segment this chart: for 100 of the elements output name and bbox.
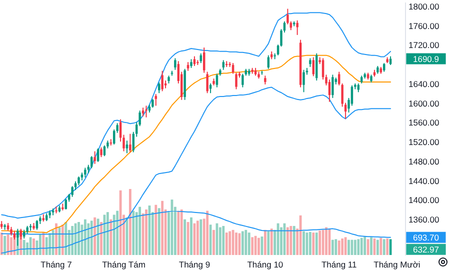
candlestick bbox=[36, 220, 38, 230]
candlestick bbox=[100, 146, 102, 158]
bar bbox=[4, 236, 6, 255]
bar bbox=[290, 226, 292, 255]
bar bbox=[251, 237, 254, 255]
candlestick bbox=[84, 167, 86, 178]
bar bbox=[145, 209, 148, 255]
bar bbox=[364, 236, 366, 255]
bar bbox=[48, 233, 52, 255]
bar bbox=[45, 237, 48, 255]
bar bbox=[116, 210, 119, 255]
bar bbox=[267, 231, 270, 255]
bar bbox=[341, 238, 344, 255]
bar bbox=[386, 238, 389, 255]
candlestick bbox=[206, 71, 208, 94]
bar bbox=[331, 240, 334, 255]
bar bbox=[206, 210, 209, 255]
bar bbox=[154, 204, 158, 255]
bar bbox=[196, 220, 199, 255]
bar bbox=[258, 238, 260, 255]
bar bbox=[61, 224, 64, 255]
bar bbox=[376, 240, 379, 255]
bar bbox=[112, 214, 116, 255]
bar bbox=[158, 208, 160, 255]
bar bbox=[212, 230, 215, 255]
bar bbox=[228, 231, 232, 255]
bar bbox=[241, 231, 244, 255]
bar bbox=[32, 238, 35, 255]
bar bbox=[348, 240, 350, 255]
y-tick-label: 1760.00 bbox=[408, 20, 440, 31]
bar bbox=[292, 226, 296, 255]
candlestick bbox=[145, 105, 148, 118]
candlestick bbox=[90, 156, 93, 169]
y-tick-label: 1800.00 bbox=[408, 1, 440, 12]
x-tick-label: Tháng 10 bbox=[247, 260, 284, 270]
bar bbox=[55, 223, 58, 255]
bar bbox=[161, 200, 164, 255]
candlestick bbox=[174, 58, 176, 70]
bar bbox=[360, 238, 363, 255]
text: 693.70 bbox=[412, 232, 440, 242]
bar bbox=[132, 210, 135, 255]
bar bbox=[71, 226, 74, 255]
candlestick bbox=[71, 186, 74, 198]
bar bbox=[87, 223, 90, 255]
bar bbox=[382, 239, 386, 255]
bar bbox=[380, 238, 382, 255]
line-series bbox=[1, 12, 392, 219]
bar bbox=[78, 222, 80, 255]
bar bbox=[338, 240, 340, 255]
candlestick bbox=[126, 140, 128, 154]
bar bbox=[354, 240, 356, 255]
y-tick-label: 1560.00 bbox=[408, 118, 440, 128]
bar bbox=[177, 210, 180, 255]
bar bbox=[218, 227, 222, 255]
bar bbox=[357, 239, 360, 255]
line-series bbox=[1, 86, 392, 254]
bar bbox=[138, 206, 142, 255]
bar bbox=[22, 240, 26, 255]
bar bbox=[38, 234, 42, 255]
candlestick bbox=[296, 20, 298, 36]
candlestick bbox=[129, 133, 132, 153]
bar bbox=[84, 219, 86, 255]
bar bbox=[184, 219, 186, 255]
bar bbox=[0, 232, 3, 255]
candlestick bbox=[209, 82, 212, 94]
candlestick bbox=[232, 62, 234, 74]
bar bbox=[110, 219, 112, 255]
bar bbox=[248, 232, 250, 255]
bar bbox=[128, 189, 132, 255]
candlestick bbox=[216, 73, 218, 88]
candlestick bbox=[193, 56, 196, 66]
y-tick-label: 1360.00 bbox=[408, 214, 440, 225]
bar bbox=[312, 232, 315, 255]
bar bbox=[334, 239, 338, 255]
y-tick-label: 1440.00 bbox=[408, 176, 440, 186]
bar bbox=[315, 232, 318, 255]
candlestick bbox=[302, 69, 305, 93]
y-tick-label: 1520.00 bbox=[408, 137, 440, 148]
bar bbox=[308, 232, 312, 255]
candlestick bbox=[161, 70, 164, 92]
bar bbox=[286, 227, 289, 255]
bar bbox=[235, 232, 238, 255]
bar bbox=[90, 220, 93, 255]
bar bbox=[264, 230, 266, 255]
bar bbox=[200, 219, 202, 255]
x-tick-label: Tháng 9 bbox=[178, 260, 210, 270]
bar bbox=[325, 227, 328, 255]
bar bbox=[270, 228, 273, 255]
bar bbox=[225, 232, 228, 255]
candlestick bbox=[94, 150, 96, 164]
y-tick-label: 1640.00 bbox=[408, 78, 440, 89]
bar bbox=[190, 217, 192, 255]
x-tick-label: Tháng Mười bbox=[374, 260, 420, 270]
candlestick bbox=[235, 72, 238, 90]
y-tick-label: 1600.00 bbox=[408, 98, 440, 108]
bar bbox=[100, 222, 102, 255]
text: 1690.9 bbox=[413, 54, 440, 64]
bar bbox=[280, 227, 282, 255]
text: 632.97 bbox=[413, 244, 440, 254]
bar bbox=[106, 212, 109, 255]
